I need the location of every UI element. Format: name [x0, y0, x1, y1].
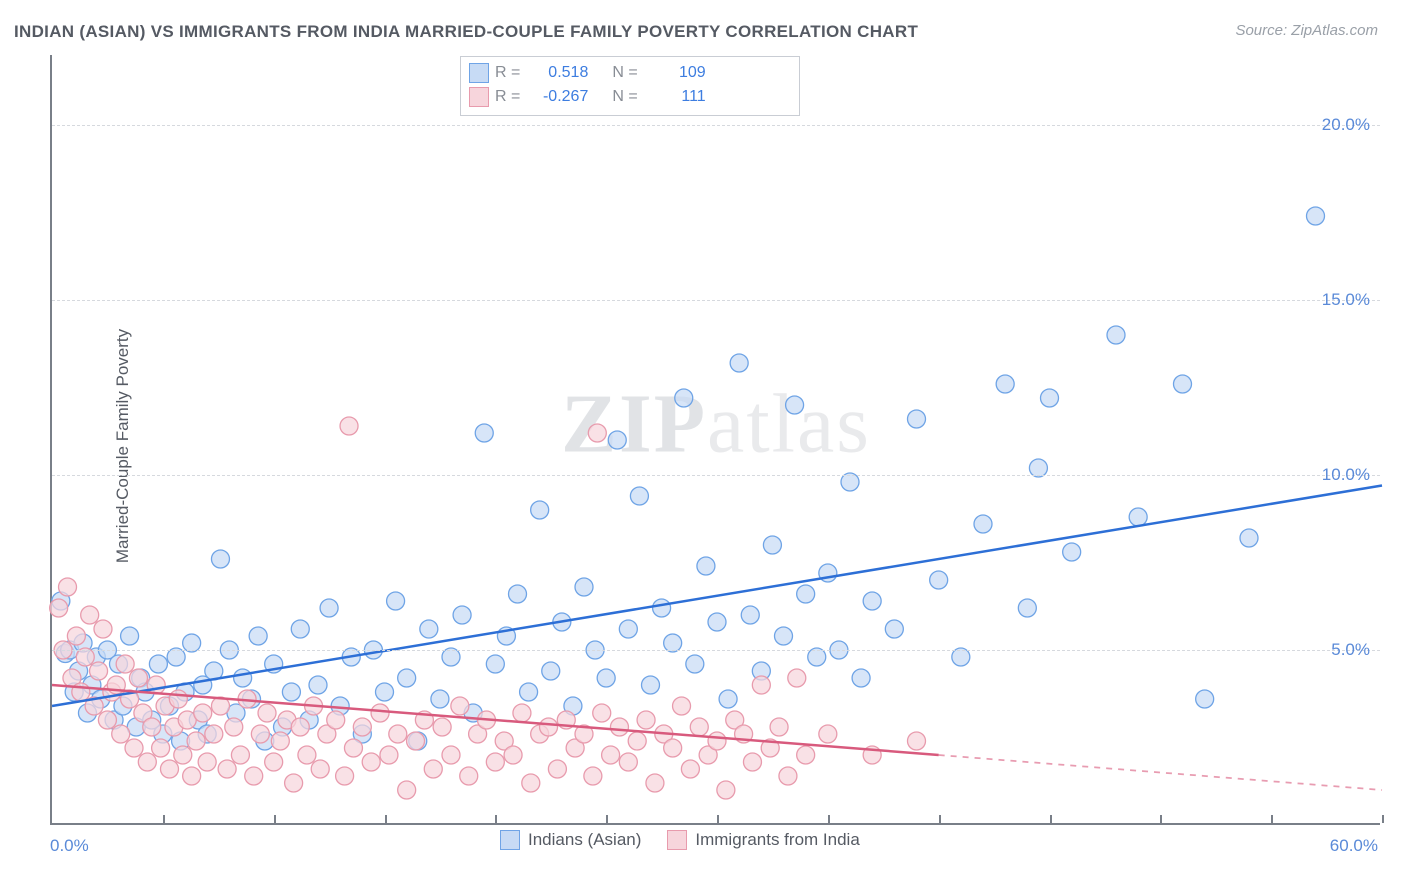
source-label: Source: ZipAtlas.com	[1235, 22, 1378, 39]
legend-square-icon	[500, 830, 520, 850]
legend-item-0: Indians (Asian)	[500, 830, 641, 850]
x-end-label: 60.0%	[1330, 836, 1378, 856]
y-tick-label: 10.0%	[1322, 465, 1370, 485]
gridline-h	[52, 125, 1380, 126]
x-tick	[1382, 815, 1384, 823]
legend-label: Indians (Asian)	[528, 830, 641, 850]
stats-row-series-1: R = -0.267 N = 111	[469, 85, 791, 109]
x-tick	[274, 815, 276, 823]
chart-svg	[52, 55, 1380, 823]
legend-square-icon	[667, 830, 687, 850]
stats-legend-box: R = 0.518 N = 109 R = -0.267 N = 111	[460, 56, 800, 116]
x-tick	[828, 815, 830, 823]
bottom-legend: Indians (Asian) Immigrants from India	[500, 830, 860, 850]
gridline-h	[52, 650, 1380, 651]
x-origin-label: 0.0%	[50, 836, 89, 856]
x-tick	[495, 815, 497, 823]
x-tick	[1160, 815, 1162, 823]
legend-square-series-1	[469, 87, 489, 107]
legend-item-1: Immigrants from India	[667, 830, 859, 850]
y-tick-label: 20.0%	[1322, 115, 1370, 135]
y-tick-label: 15.0%	[1322, 290, 1370, 310]
gridline-h	[52, 300, 1380, 301]
x-tick	[939, 815, 941, 823]
x-tick	[606, 815, 608, 823]
x-tick	[1271, 815, 1273, 823]
chart-title: INDIAN (ASIAN) VS IMMIGRANTS FROM INDIA …	[14, 22, 918, 42]
x-tick	[717, 815, 719, 823]
gridline-h	[52, 475, 1380, 476]
plot-area: ZIPatlas 5.0%10.0%15.0%20.0%	[50, 55, 1380, 825]
legend-square-series-0	[469, 63, 489, 83]
y-tick-label: 5.0%	[1331, 640, 1370, 660]
x-tick	[163, 815, 165, 823]
x-tick	[385, 815, 387, 823]
x-tick	[1050, 815, 1052, 823]
legend-label: Immigrants from India	[695, 830, 859, 850]
stats-row-series-0: R = 0.518 N = 109	[469, 61, 791, 85]
